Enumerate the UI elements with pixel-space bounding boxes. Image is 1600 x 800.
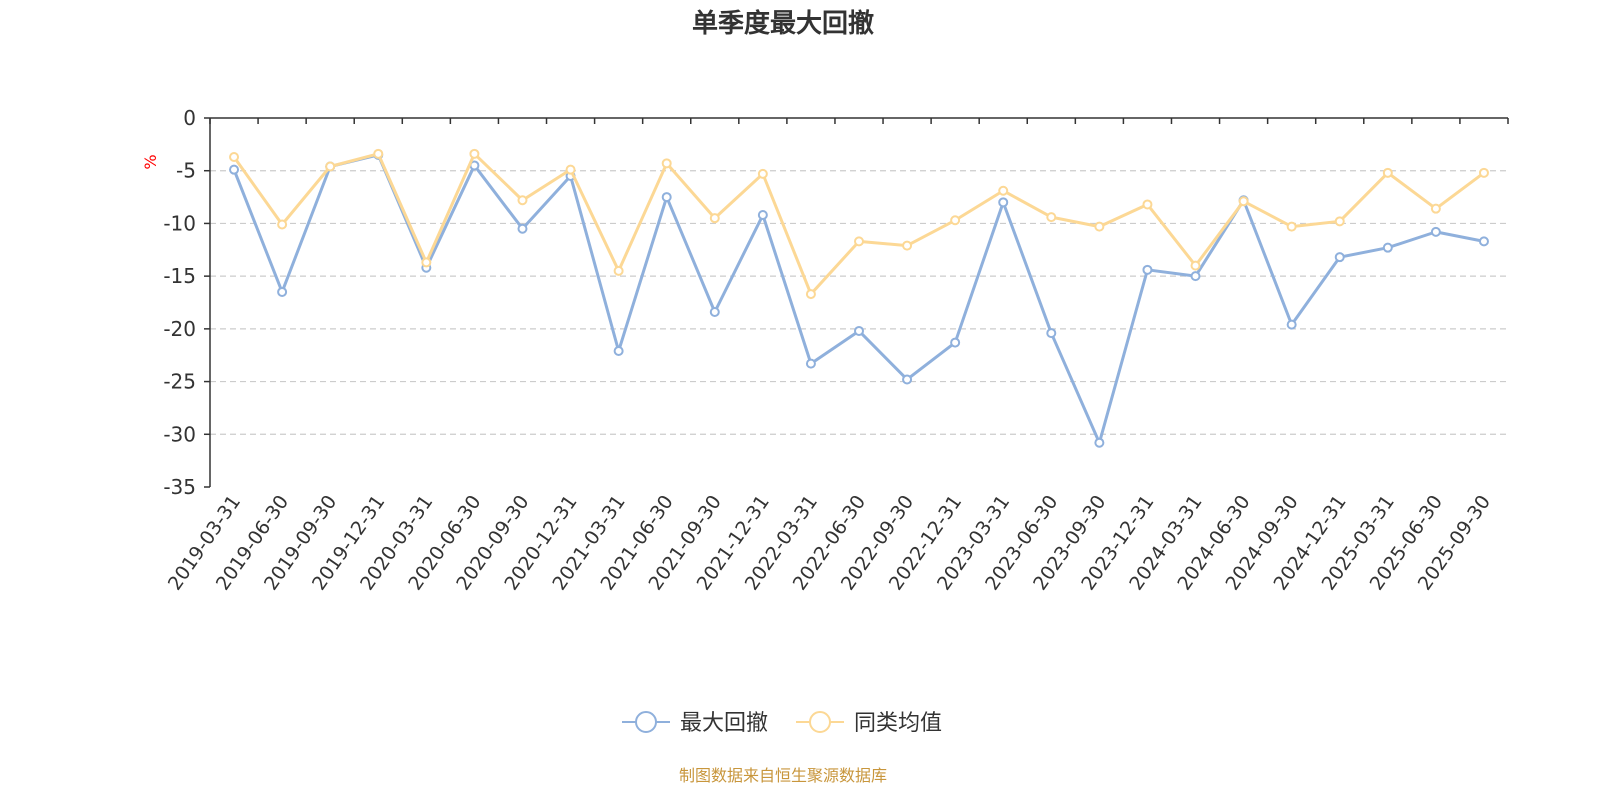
data-point[interactable] — [950, 337, 961, 348]
legend-item-max-drawdown[interactable]: 最大回撤 — [622, 711, 768, 736]
data-point[interactable] — [805, 289, 816, 300]
legend-item-peer-average[interactable]: 同类均值 — [796, 711, 942, 736]
data-point[interactable] — [709, 213, 720, 224]
data-point[interactable] — [1238, 196, 1249, 207]
data-point[interactable] — [325, 161, 336, 172]
y-axis-unit: % — [141, 154, 160, 169]
data-point[interactable] — [757, 168, 768, 179]
data-point[interactable] — [277, 219, 288, 230]
data-point[interactable] — [1094, 437, 1105, 448]
data-point[interactable] — [902, 240, 913, 251]
data-point[interactable] — [1286, 319, 1297, 330]
data-point[interactable] — [661, 158, 672, 169]
data-point[interactable] — [565, 164, 576, 175]
data-point[interactable] — [1046, 328, 1057, 339]
y-tick-label: -15 — [163, 264, 196, 288]
y-tick-label: -25 — [163, 370, 196, 394]
data-point[interactable] — [1478, 236, 1489, 247]
data-point[interactable] — [229, 152, 240, 163]
data-point[interactable] — [1190, 271, 1201, 282]
data-point[interactable] — [1094, 221, 1105, 232]
data-point[interactable] — [1430, 203, 1441, 214]
legend-label-max-drawdown: 最大回撤 — [680, 711, 768, 736]
data-point[interactable] — [1334, 216, 1345, 227]
data-point[interactable] — [1382, 167, 1393, 178]
data-point[interactable] — [373, 148, 384, 159]
data-point[interactable] — [1046, 212, 1057, 223]
data-point[interactable] — [1430, 226, 1441, 237]
data-point[interactable] — [854, 236, 864, 247]
data-point[interactable] — [805, 358, 816, 369]
data-point[interactable] — [998, 197, 1009, 208]
data-source-note: 制图数据来自恒生聚源数据库 — [679, 766, 887, 785]
series-line-0 — [232, 153, 1485, 445]
data-point[interactable] — [421, 257, 432, 268]
y-tick-labels: 0 -5 -10 -15 -20 -25 -30 -35 — [163, 106, 196, 499]
series-lines — [229, 148, 1489, 448]
data-point[interactable] — [854, 325, 864, 336]
data-point[interactable] — [1190, 260, 1201, 271]
data-point[interactable] — [229, 164, 240, 175]
axes — [204, 117, 1509, 488]
data-point[interactable] — [902, 374, 913, 385]
chart-title: 单季度最大回撤 — [692, 8, 874, 39]
data-point[interactable] — [1334, 252, 1345, 263]
x-tick-labels: 2019-03-312019-06-302019-09-302019-12-31… — [164, 491, 1495, 594]
legend-label-peer-average: 同类均值 — [854, 711, 942, 736]
y-tick-label: -5 — [176, 159, 196, 183]
data-point[interactable] — [709, 306, 720, 317]
data-point[interactable] — [517, 195, 528, 206]
data-point[interactable] — [998, 185, 1009, 196]
data-point[interactable] — [1142, 264, 1153, 275]
legend[interactable]: 最大回撤 同类均值 — [622, 711, 942, 736]
y-tick-label: -10 — [163, 211, 196, 235]
data-point[interactable] — [757, 209, 768, 220]
data-point[interactable] — [1382, 242, 1393, 253]
data-point[interactable] — [613, 345, 624, 356]
y-tick-label: 0 — [183, 106, 196, 130]
data-point[interactable] — [1478, 167, 1489, 178]
y-tick-label: -20 — [163, 317, 196, 341]
data-point[interactable] — [469, 148, 480, 159]
data-point[interactable] — [517, 223, 528, 234]
y-tick-label: -30 — [163, 422, 196, 446]
y-tick-label: -35 — [163, 475, 196, 499]
data-point[interactable] — [613, 265, 624, 276]
data-point[interactable] — [1142, 199, 1153, 210]
data-point[interactable] — [950, 215, 961, 226]
data-point[interactable] — [277, 286, 288, 297]
data-point[interactable] — [1286, 221, 1297, 232]
data-point[interactable] — [661, 192, 672, 203]
